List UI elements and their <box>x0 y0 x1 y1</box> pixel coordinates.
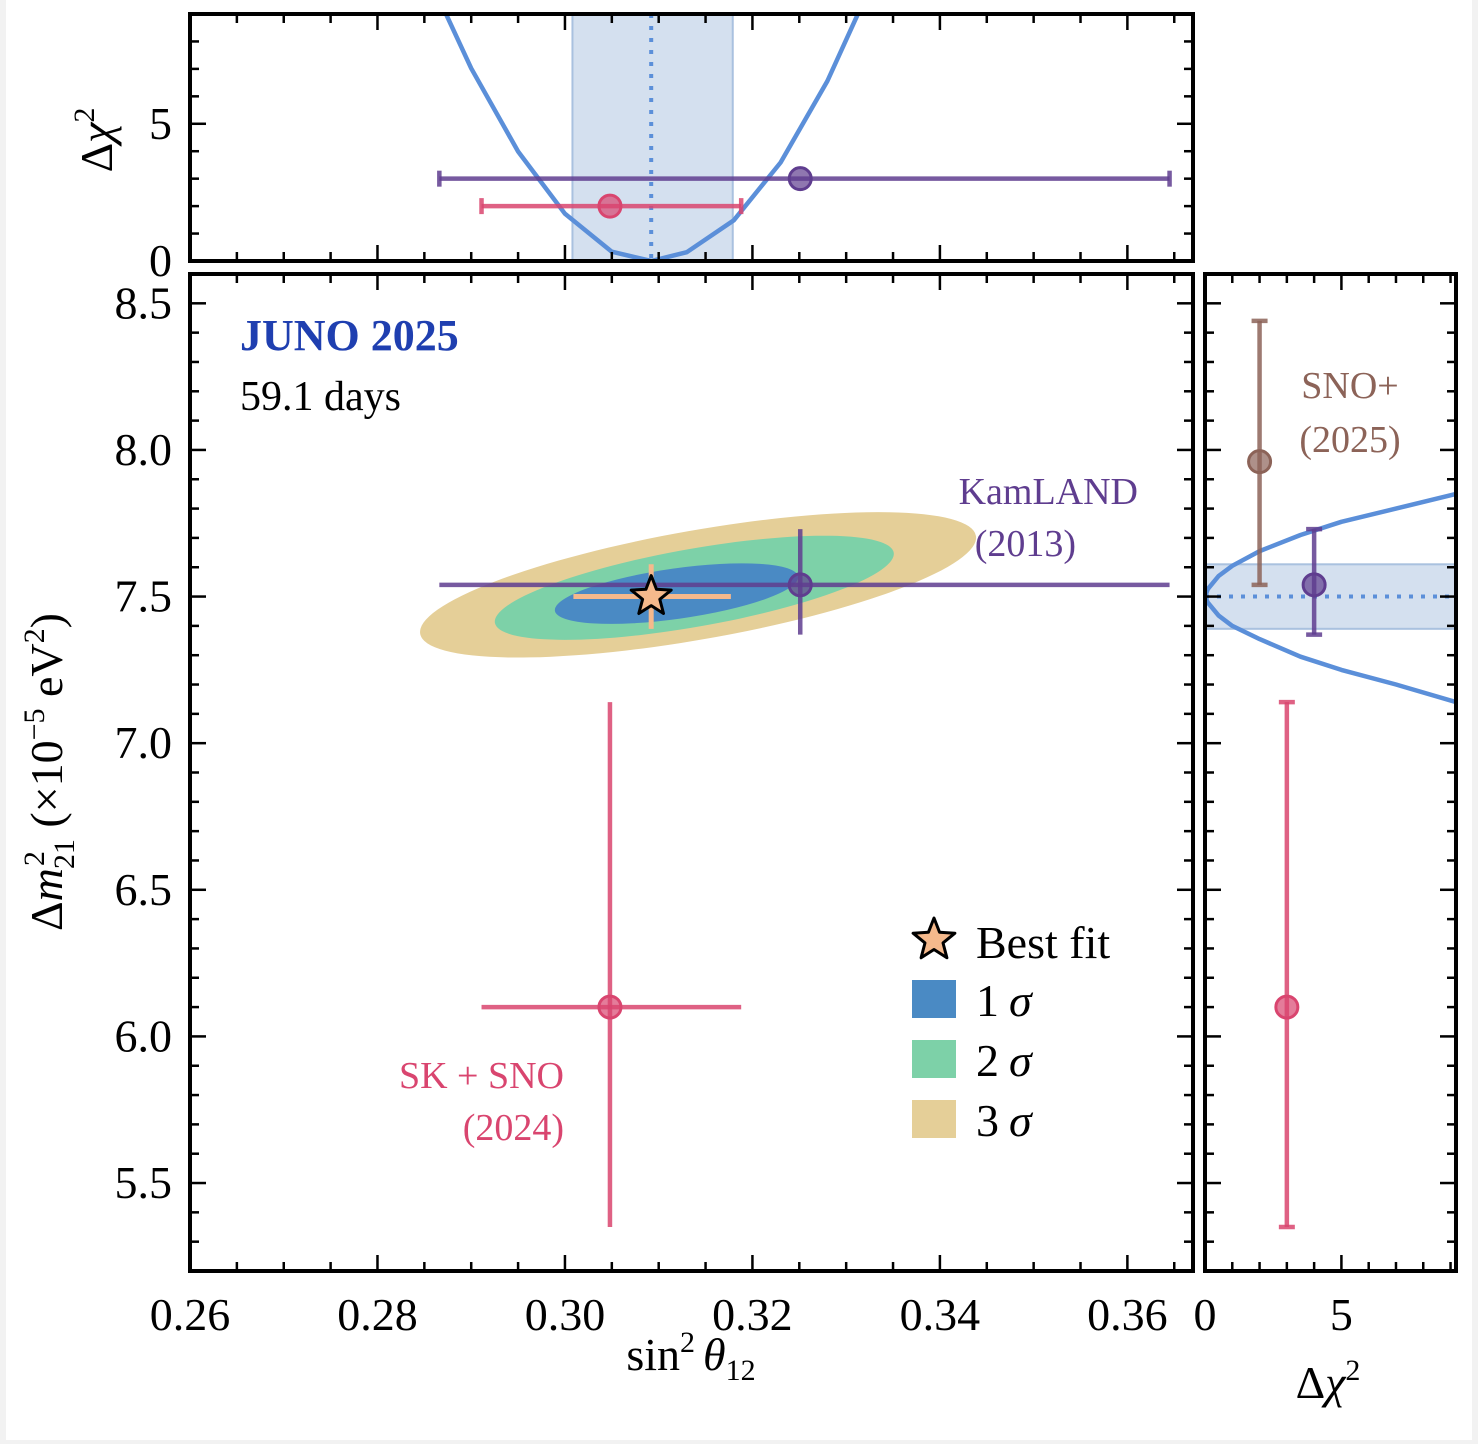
data-point <box>1301 572 1327 598</box>
snoplus-label: SNO+ <box>1301 365 1398 407</box>
kamland-label: KamLAND <box>959 471 1138 513</box>
y-tick-label: 6.5 <box>115 864 173 915</box>
snoplus-year-label: (2025) <box>1299 419 1400 461</box>
data-point <box>597 193 623 219</box>
top-panel: 05 Δχ2 <box>68 12 1195 286</box>
data-point <box>787 166 813 192</box>
top-y-axis-title: Δχ2 <box>68 108 122 173</box>
x-tick-label: 0.32 <box>712 1289 793 1340</box>
figure-background <box>6 0 1472 1440</box>
delta-chi2-curve <box>443 14 861 261</box>
legend-swatch-1sigma <box>912 980 956 1018</box>
sksno-label: SK + SNO <box>399 1055 564 1097</box>
y-tick-label: 5.5 <box>115 1157 173 1208</box>
x-tick-label: 0.30 <box>525 1289 606 1340</box>
data-point <box>1247 449 1273 475</box>
legend-swatch-2sigma <box>912 1040 956 1078</box>
chart-subtitle: 59.1 days <box>240 374 401 420</box>
one-sigma-band <box>1205 563 1456 630</box>
sksno-year-label: (2024) <box>463 1107 564 1149</box>
y-tick-label: 8.5 <box>115 277 173 328</box>
main-x-axis-title: sin2 θ12 <box>626 1326 755 1387</box>
legend-star-marker <box>911 916 957 960</box>
top-plot-area <box>437 14 1172 261</box>
x-tick-label: 0 <box>1194 1289 1217 1340</box>
x-tick-label: 0.34 <box>900 1289 981 1340</box>
y-tick-label: 7.5 <box>115 571 173 622</box>
y-tick-label: 7.0 <box>115 717 173 768</box>
legend-star <box>911 916 957 960</box>
x-tick-label: 0.28 <box>337 1289 418 1340</box>
data-point <box>597 994 623 1020</box>
y-tick-label: 0 <box>149 235 172 286</box>
main-panel: 0.26 0.28 0.30 0.32 0.34 0.36 5.5 6.0 6.5 7.0 7.5 8… <box>18 272 1195 1387</box>
right-plot-area <box>1205 318 1456 1230</box>
chart-title: JUNO 2025 <box>240 311 459 360</box>
y-tick-label: 6.0 <box>115 1010 173 1061</box>
x-tick-label: 0.26 <box>150 1289 231 1340</box>
x-tick-label: 0.36 <box>1087 1289 1168 1340</box>
contour-1sigma <box>554 563 799 624</box>
top-panel-frame <box>188 12 1195 263</box>
y-tick-label: 5 <box>149 98 172 149</box>
kamland-year-label: (2013) <box>975 523 1076 565</box>
y-tick-label: 8.0 <box>115 424 173 475</box>
data-point <box>787 572 813 598</box>
best-fit-star <box>629 574 673 615</box>
main-ticks: 0.26 0.28 0.30 0.32 0.34 0.36 5.5 6.0 6.5 7.0 7.5 8… <box>115 272 1193 1340</box>
top-ticks: 05 <box>149 12 1193 286</box>
main-y-axis-title: Δm221 (×10−5 eV2) <box>18 613 81 931</box>
right-x-axis-title: Δχ2 <box>1296 1354 1361 1408</box>
x-tick-label: 5 <box>1330 1289 1353 1340</box>
legend-swatch-3sigma <box>912 1100 956 1138</box>
data-point <box>1274 994 1300 1020</box>
main-plot-area <box>420 512 1170 1228</box>
legend-label-best-fit: Best fit <box>976 917 1110 968</box>
